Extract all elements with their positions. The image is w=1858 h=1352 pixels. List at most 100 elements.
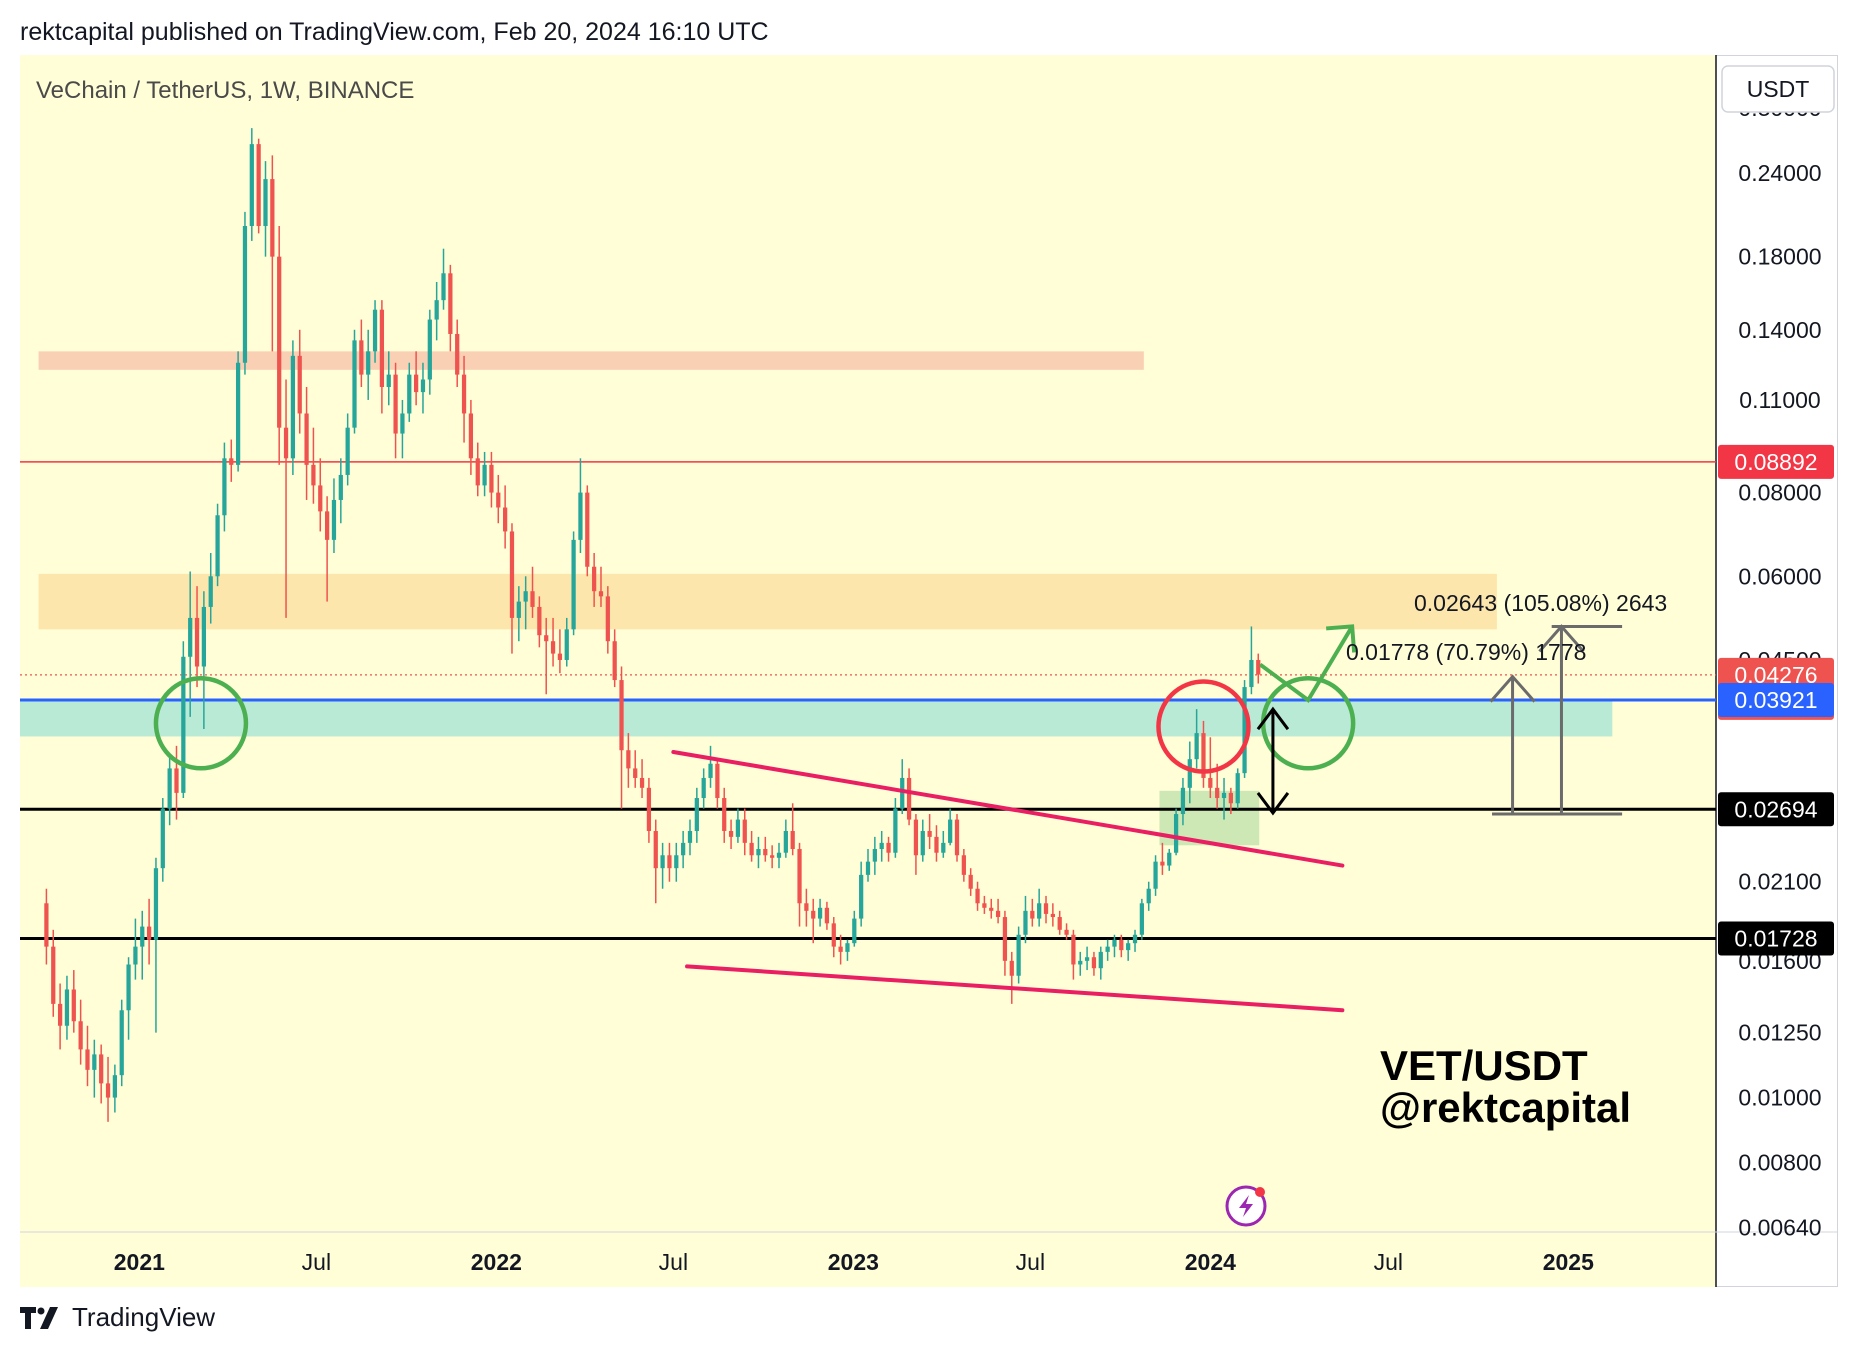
- candle-body: [181, 656, 186, 793]
- candle-body: [1235, 773, 1240, 804]
- price-label-value: 0.03921: [1734, 687, 1817, 713]
- candle-body: [530, 591, 535, 607]
- candle-body: [174, 768, 179, 793]
- candle-body: [208, 576, 213, 607]
- time-axis-tick: Jul: [1374, 1249, 1403, 1275]
- candle-body: [290, 355, 296, 459]
- candle-body: [859, 874, 864, 919]
- candle-body: [708, 763, 713, 778]
- candle-body: [653, 830, 658, 869]
- candle-body: [941, 842, 946, 853]
- candle-body: [544, 635, 549, 642]
- candle-body: [455, 333, 460, 375]
- candle-body: [99, 1054, 104, 1084]
- candle-body: [852, 918, 857, 944]
- projection-path: [1259, 625, 1354, 704]
- candle-body: [872, 848, 877, 862]
- candle-body: [256, 144, 261, 227]
- salmon-resistance-zone: [38, 351, 1144, 370]
- candle-body: [359, 340, 364, 375]
- candle-body: [1215, 787, 1220, 799]
- candle-body: [906, 777, 912, 820]
- candle-body: [838, 946, 843, 952]
- price-label-value: 0.02694: [1734, 796, 1817, 822]
- currency-button[interactable]: [1721, 65, 1835, 113]
- lightning-bolt-icon: [1239, 1195, 1253, 1217]
- price-label-tag: [1718, 792, 1834, 827]
- price-label-tag: [1718, 444, 1834, 479]
- price-axis-tick: 0.18000: [1738, 244, 1821, 270]
- candle-body: [516, 601, 521, 618]
- candle-body: [1084, 957, 1090, 961]
- candle-body: [57, 1003, 63, 1026]
- plot-background: [20, 55, 1716, 1232]
- price-label-value: 0.08892: [1734, 449, 1817, 475]
- red-circle-2023: [1156, 679, 1251, 774]
- price-label-value: 0.01728: [1734, 925, 1817, 951]
- price-axis-tick: 0.00800: [1738, 1149, 1821, 1175]
- candle-body: [811, 910, 816, 919]
- candle-body: [324, 511, 330, 540]
- candle-body: [687, 830, 693, 843]
- tradingview-footer[interactable]: TradingView: [20, 1302, 215, 1333]
- candle-body: [1256, 659, 1261, 675]
- candle-body: [434, 300, 439, 320]
- candle-body: [167, 768, 172, 809]
- tradingview-logo-icon: [20, 1306, 58, 1329]
- price-axis-tick: 0.01250: [1738, 1020, 1821, 1046]
- candle-body: [1180, 787, 1186, 815]
- candle-body: [1091, 957, 1097, 969]
- candle-body: [407, 374, 412, 414]
- candle-body: [71, 989, 76, 1022]
- candle-body: [400, 413, 405, 434]
- candle-body: [592, 566, 597, 592]
- candle-body: [112, 1075, 117, 1098]
- candle-body: [1002, 917, 1008, 961]
- candle-body: [235, 362, 241, 465]
- candle-body: [605, 596, 610, 642]
- candle-body: [913, 819, 919, 856]
- candle-body: [140, 926, 145, 947]
- candle-body: [694, 798, 699, 831]
- candle-body: [366, 351, 371, 375]
- candle-body: [1139, 903, 1144, 935]
- candle-body: [277, 256, 282, 428]
- candle-body: [44, 903, 49, 947]
- candle-body: [1105, 946, 1110, 952]
- measure-arrow-head: [1489, 674, 1536, 703]
- candle-body: [468, 413, 474, 459]
- candle-body: [352, 340, 357, 428]
- candle-body: [722, 798, 727, 831]
- candle-body: [989, 907, 994, 911]
- candle-body: [1037, 903, 1042, 919]
- candle-body: [1132, 934, 1138, 944]
- candle-body: [85, 1049, 90, 1070]
- time-axis-tick: Jul: [1016, 1249, 1045, 1275]
- candle-body: [646, 787, 652, 831]
- candle-body: [681, 842, 686, 856]
- candle-body: [1050, 913, 1055, 918]
- notification-dot-icon: [1255, 1187, 1265, 1197]
- wedge-trendline: [685, 964, 1345, 1013]
- candle-body: [229, 458, 234, 465]
- candle-body: [1023, 910, 1028, 935]
- candle-body: [598, 591, 604, 597]
- candle-body: [215, 515, 220, 577]
- candle-body: [1146, 888, 1151, 904]
- candle-body: [804, 903, 809, 911]
- candle-body: [475, 458, 480, 486]
- candle-body: [78, 1021, 83, 1050]
- candle-body: [961, 855, 966, 875]
- candle-body: [345, 427, 350, 475]
- candle-body: [318, 485, 323, 512]
- price-axis-tick: 0.14000: [1738, 317, 1821, 343]
- candle-body: [660, 855, 665, 869]
- candle-body: [304, 413, 309, 465]
- candle-body: [715, 763, 720, 799]
- candle-body: [153, 868, 159, 940]
- candle-body: [865, 861, 871, 875]
- candle-body: [742, 819, 747, 843]
- candle-body: [194, 617, 200, 667]
- candle-body: [1043, 903, 1049, 914]
